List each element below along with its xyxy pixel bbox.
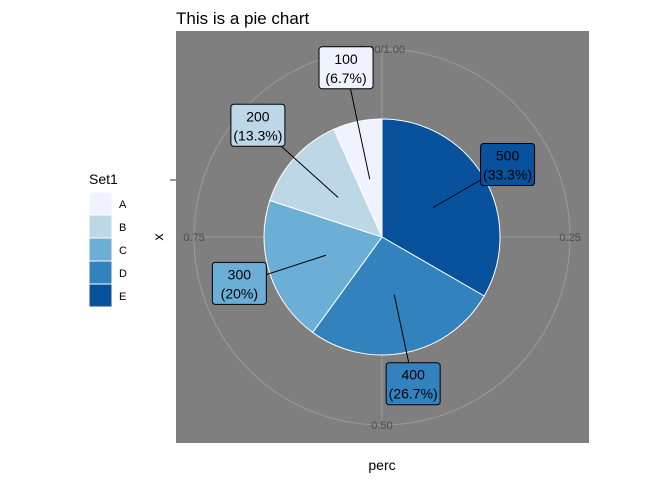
data-label-value: 300 bbox=[228, 266, 252, 282]
angular-tick-label: 0.25 bbox=[559, 232, 580, 244]
data-label-percent: (6.7%) bbox=[325, 70, 366, 86]
legend-key-b bbox=[88, 214, 113, 239]
legend-key-a bbox=[88, 191, 113, 216]
data-label-value: 100 bbox=[334, 51, 358, 67]
data-labels: 100 (6.7%) 200 (13.3%) 300 (20%) 400 (26.7%) 500… bbox=[211, 46, 536, 406]
legend-label: B bbox=[119, 222, 126, 234]
data-label-percent: (33.3%) bbox=[483, 167, 532, 183]
angular-tick-label: 0.75 bbox=[183, 232, 204, 244]
data-label-value: 200 bbox=[246, 108, 270, 124]
data-label-percent: (26.7%) bbox=[389, 386, 438, 402]
legend-label: A bbox=[119, 199, 127, 211]
data-label-percent: (13.3%) bbox=[233, 127, 282, 143]
legend-key-c bbox=[88, 237, 113, 262]
legend-label: D bbox=[119, 268, 127, 280]
legend-key-d bbox=[88, 260, 113, 285]
legend-label: E bbox=[119, 291, 126, 303]
angular-tick-label: 0.50 bbox=[371, 420, 392, 432]
chart-title: This is a pie chart bbox=[176, 9, 309, 28]
legend-title: Set1 bbox=[89, 171, 118, 187]
legend-key-e bbox=[88, 283, 113, 308]
data-label-value: 400 bbox=[402, 367, 426, 383]
data-label-box bbox=[211, 261, 267, 305]
data-label-box bbox=[318, 46, 374, 90]
x-axis-title: perc bbox=[368, 457, 395, 473]
data-label-value: 500 bbox=[496, 148, 520, 164]
data-label-box bbox=[230, 103, 286, 147]
data-label-percent: (20%) bbox=[221, 285, 258, 301]
y-axis-title: x bbox=[150, 234, 166, 241]
legend-label: C bbox=[119, 245, 127, 257]
pie-slices bbox=[263, 118, 501, 356]
data-label-box bbox=[480, 143, 536, 186]
data-label-box bbox=[385, 362, 441, 406]
